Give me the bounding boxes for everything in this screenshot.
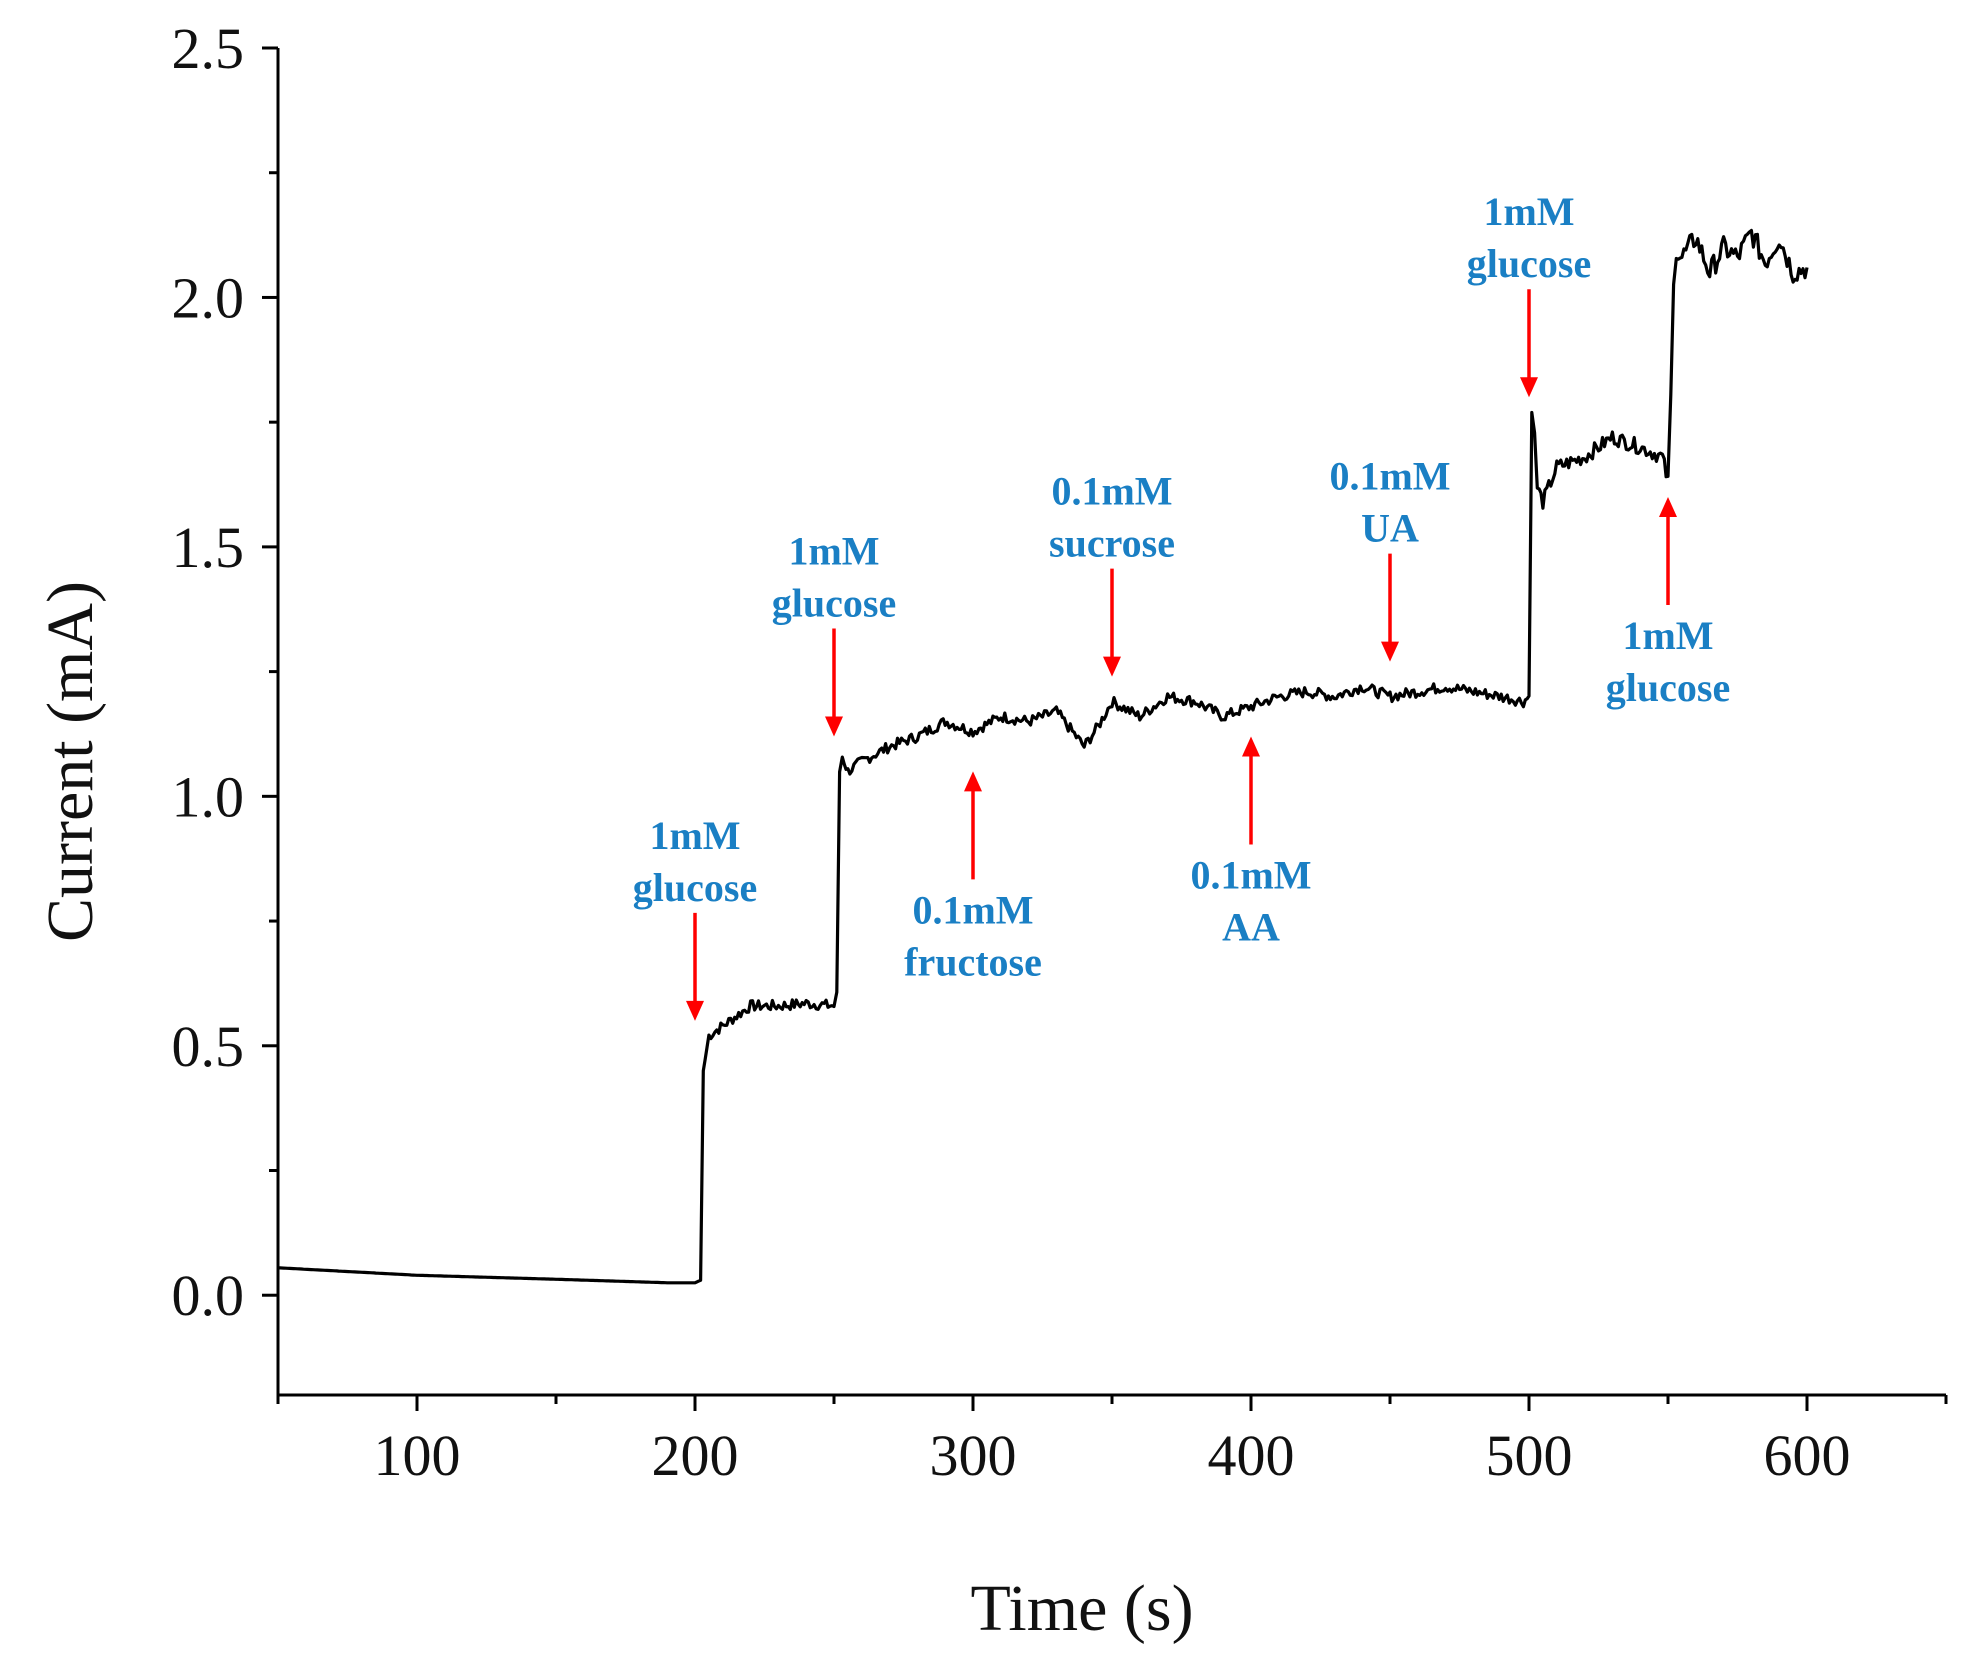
plot-area	[277, 228, 1809, 1285]
annotation-8: 1mM glucose	[1606, 497, 1730, 710]
annotations: 1mM glucose 1mM glucose 0.1mM fructose 0.1mM su…	[633, 189, 1730, 1021]
annotation-arrow-head	[1103, 656, 1121, 677]
y-tick-label: 1.5	[172, 515, 245, 580]
annotation-label-line1: 0.1mM	[1051, 469, 1172, 514]
annotation-label-line1: 1mM	[1483, 189, 1574, 234]
annotation-label-line2: sucrose	[1049, 521, 1175, 566]
annotation-4: 0.1mM sucrose	[1049, 469, 1175, 677]
annotation-label-line1: 0.1mM	[1329, 454, 1450, 499]
annotation-5: 0.1mM AA	[1190, 736, 1312, 949]
x-tick-label: 600	[1764, 1423, 1851, 1488]
y-tick-label: 1.0	[172, 764, 245, 829]
annotation-arrow-head	[825, 716, 843, 737]
annotation-6: 0.1mM UA	[1329, 454, 1451, 662]
annotation-arrow-head	[1381, 641, 1399, 662]
annotation-arrow-head	[964, 771, 982, 792]
x-tick-label: 200	[652, 1423, 739, 1488]
annotation-label-line2: glucose	[772, 580, 896, 625]
x-tick-label: 500	[1486, 1423, 1573, 1488]
annotation-7: 1mM glucose	[1467, 189, 1591, 398]
annotation-label-line1: 1mM	[1622, 613, 1713, 658]
annotation-2: 1mM glucose	[772, 528, 896, 737]
annotation-label-line2: glucose	[633, 865, 757, 910]
annotation-label-line2: glucose	[1467, 241, 1591, 286]
annotation-arrow-head	[686, 1000, 704, 1021]
y-tick-label: 2.0	[172, 265, 245, 330]
annotation-label-line1: 0.1mM	[912, 887, 1033, 932]
annotation-label-line1: 1mM	[649, 813, 740, 858]
annotation-label-line2: AA	[1222, 904, 1280, 949]
x-tick-label: 300	[930, 1423, 1017, 1488]
annotation-1: 1mM glucose	[633, 813, 757, 1021]
annotation-label-line1: 0.1mM	[1190, 852, 1311, 897]
x-axis-label: Time (s)	[970, 1572, 1193, 1645]
y-axis-label: Current (mA)	[34, 581, 107, 942]
annotation-arrow-head	[1520, 377, 1538, 398]
x-tick-label: 100	[374, 1423, 461, 1488]
y-tick-label: 0.5	[172, 1014, 245, 1079]
annotation-label-line2: glucose	[1606, 665, 1730, 710]
annotation-arrow-head	[1659, 497, 1677, 517]
axes: 0.0 0.5 1.0 1.5 2.0 2.5 100 200 300 400 500 600	[172, 16, 1948, 1488]
annotation-label-line2: fructose	[904, 939, 1042, 984]
annotation-3: 0.1mM fructose	[904, 771, 1042, 984]
y-tick-label: 0.0	[172, 1263, 245, 1328]
annotation-arrow-head	[1242, 736, 1260, 757]
annotation-label-line2: UA	[1361, 506, 1419, 551]
x-tick-label: 400	[1208, 1423, 1295, 1488]
y-tick-label: 2.5	[172, 16, 245, 81]
series-line-current	[277, 228, 1809, 1285]
annotation-label-line1: 1mM	[788, 528, 879, 573]
